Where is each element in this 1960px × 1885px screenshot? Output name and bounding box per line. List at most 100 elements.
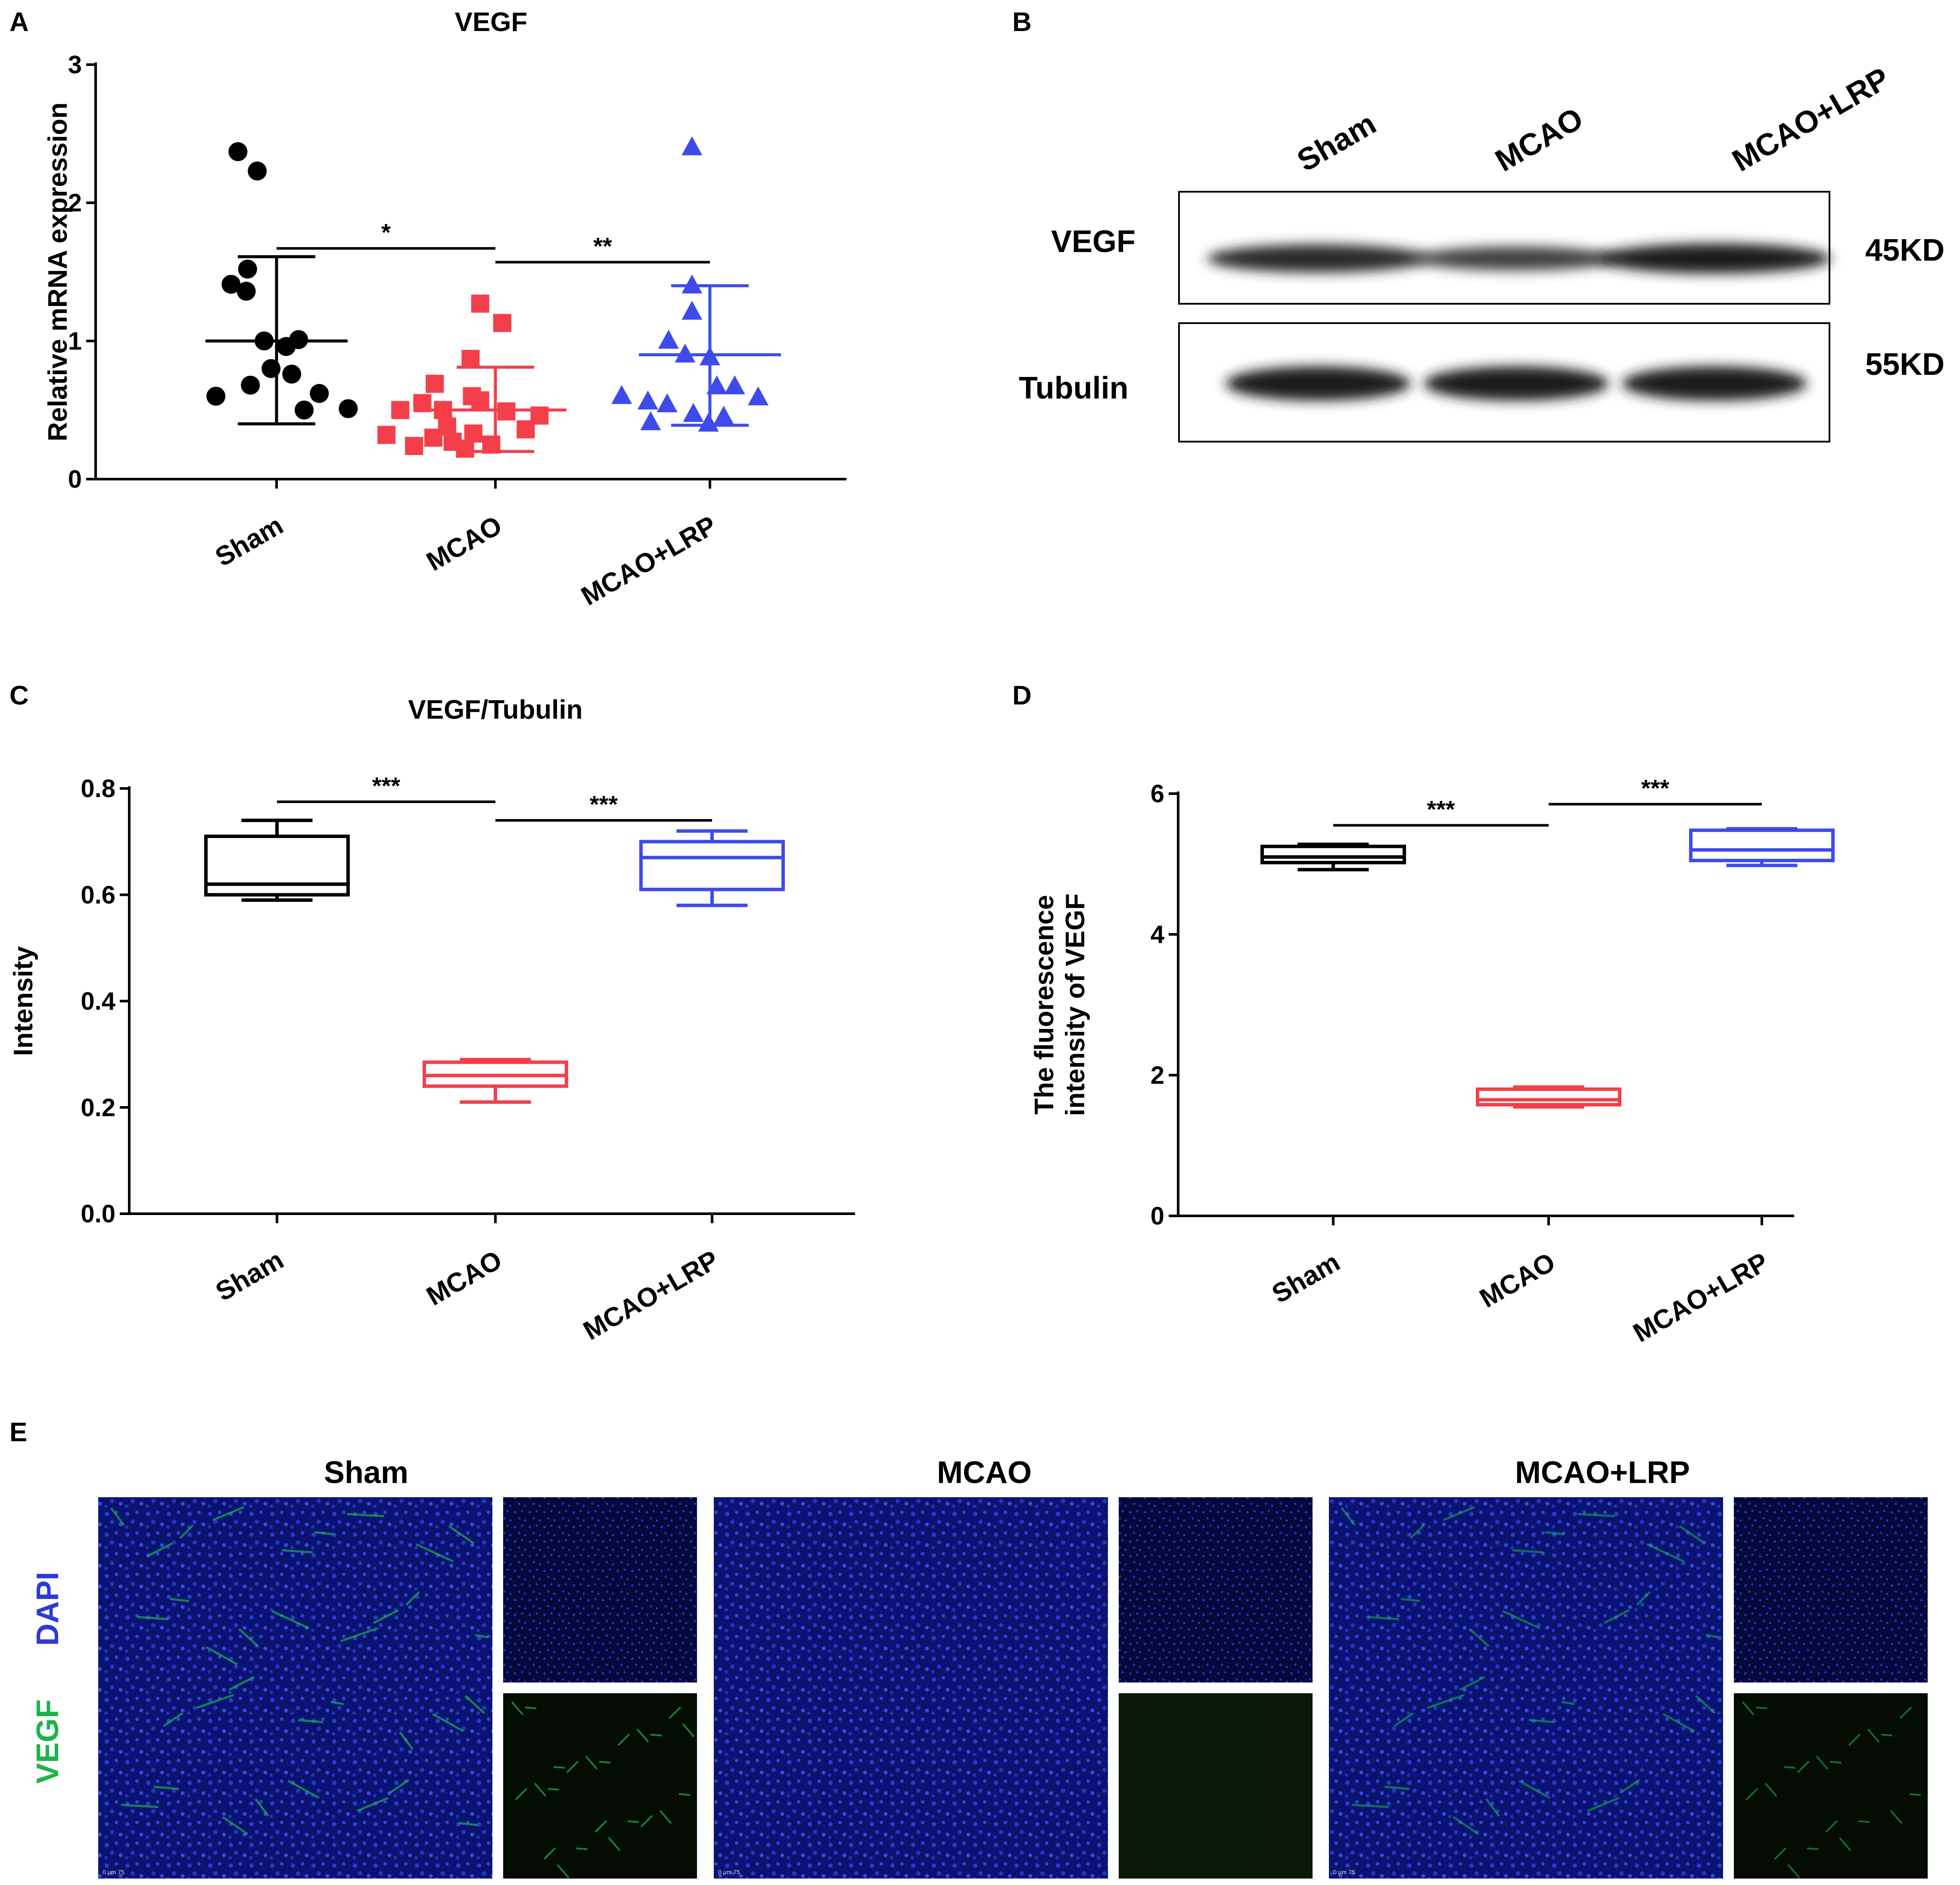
vegf-signal [340, 1627, 378, 1642]
vegf-signal [1797, 1760, 1810, 1773]
data-point [206, 386, 226, 406]
vegf-signal [1867, 1728, 1880, 1743]
y-tick-label: 0 [1151, 1202, 1164, 1230]
vegf-signal [1848, 1733, 1861, 1746]
image-group-title: Sham [324, 1455, 408, 1490]
data-point [424, 428, 442, 447]
data-point [391, 401, 410, 419]
vegf-signal [1400, 1598, 1420, 1602]
vegf-signal [357, 1797, 389, 1812]
vegf-signal [179, 1524, 194, 1539]
vegf-signal [1764, 1782, 1777, 1797]
y-tick-label: 0.6 [81, 881, 115, 909]
box [1260, 844, 1406, 865]
significance-label: *** [1641, 775, 1670, 802]
vegf-signal [238, 1628, 259, 1647]
data-point [681, 300, 703, 320]
vegf-signal [1384, 1785, 1410, 1790]
data-point [724, 375, 745, 395]
panel-letter-c: C [9, 681, 29, 710]
merged-image [98, 1497, 492, 1879]
vegf-signal [330, 1701, 344, 1705]
vegf-signal [146, 1542, 173, 1558]
y-tick-label: 2 [68, 189, 82, 217]
vegf-signal [1839, 1837, 1851, 1851]
vegf-signal [1469, 1628, 1490, 1647]
vegf-signal [511, 1701, 524, 1716]
data-point [471, 391, 489, 410]
wb-lane-mcao: MCAO [1490, 101, 1589, 178]
dapi-channel-image [1734, 1497, 1928, 1682]
data-point [464, 424, 482, 443]
vegf-signal [1755, 1707, 1767, 1709]
y-axis-label: intensity of VEGF [1061, 894, 1090, 1116]
wb-band [1622, 366, 1807, 401]
y-axis-label: The fluorescence [1030, 895, 1059, 1115]
vegf-signal [314, 1531, 334, 1536]
data-point [426, 374, 444, 393]
y-axis-label: Relative mRNA expression [43, 103, 73, 442]
vegf-signal [1545, 1531, 1565, 1536]
data-point [611, 385, 632, 404]
data-point [638, 390, 658, 410]
x-category-label: MCAO [1475, 1247, 1560, 1313]
vegf-signal [525, 1707, 537, 1709]
data-point [221, 274, 241, 294]
wb-band [1598, 243, 1831, 274]
data-point [241, 375, 260, 395]
y-tick-label: 2 [1151, 1061, 1164, 1089]
vegf-signal [553, 1766, 565, 1769]
vegf-signal [170, 1598, 190, 1602]
data-point [471, 294, 489, 313]
vegf-signal [585, 1755, 598, 1770]
data-point [681, 274, 703, 294]
x-category-label: Sham [210, 510, 288, 572]
vegf-signal [608, 1837, 621, 1851]
data-point [493, 314, 511, 332]
vegf-signal [617, 1733, 630, 1746]
vegf-signal [594, 1820, 607, 1833]
vegf-signal [1587, 1797, 1619, 1812]
x-category-label: MCAO [421, 510, 507, 576]
chart-c-vegf-tubulin: VEGF/Tubulin 0.0 0.2 0.4 0.6 0.8 Sham MCAO MCAO+… [9, 695, 855, 1346]
data-point [516, 420, 535, 439]
vegf-signal [1341, 1507, 1356, 1526]
vegf-signal [415, 1543, 454, 1563]
vegf-signal [1829, 1761, 1842, 1763]
x-category-label: Sham [1267, 1247, 1345, 1309]
vegf-signal [458, 1822, 478, 1826]
vegf-signal [298, 1719, 324, 1723]
data-point [310, 384, 329, 403]
vegf-signal [599, 1761, 611, 1763]
vegf-signal [205, 1646, 238, 1666]
dapi-channel-image [503, 1497, 697, 1682]
image-group-title: MCAO+LRP [1515, 1455, 1690, 1490]
vegf-signal [1410, 1524, 1425, 1539]
vegf-signal [627, 1820, 639, 1823]
vegf-signal [1899, 1706, 1912, 1719]
vegf-signal [1679, 1525, 1705, 1545]
panel-letter-a: A [9, 7, 29, 37]
data-point [706, 375, 727, 395]
y-tick-label: 1 [68, 327, 82, 355]
wb-lane-sham: Sham [1291, 106, 1382, 178]
panel-letter-b: B [1012, 7, 1032, 37]
data-point [656, 393, 678, 412]
vegf-signal [534, 1782, 547, 1797]
dapi-channel-image [1119, 1497, 1313, 1682]
vegf-signal [287, 1779, 320, 1799]
vegf-channel-image [1734, 1693, 1928, 1879]
vegf-signal [566, 1760, 579, 1773]
vegf-signal [1787, 1864, 1800, 1879]
vegf-signal [137, 1616, 169, 1620]
vegf-signal [548, 1788, 560, 1791]
data-point [248, 161, 267, 181]
vegf-signal [1662, 1713, 1695, 1732]
vegf-signal [659, 1810, 672, 1824]
vegf-signal [1890, 1810, 1903, 1824]
vegf-signal [1909, 1793, 1921, 1796]
vegf-signal [1636, 1591, 1651, 1606]
vegf-signal [196, 1694, 234, 1709]
y-tick-label: 0 [68, 465, 82, 493]
